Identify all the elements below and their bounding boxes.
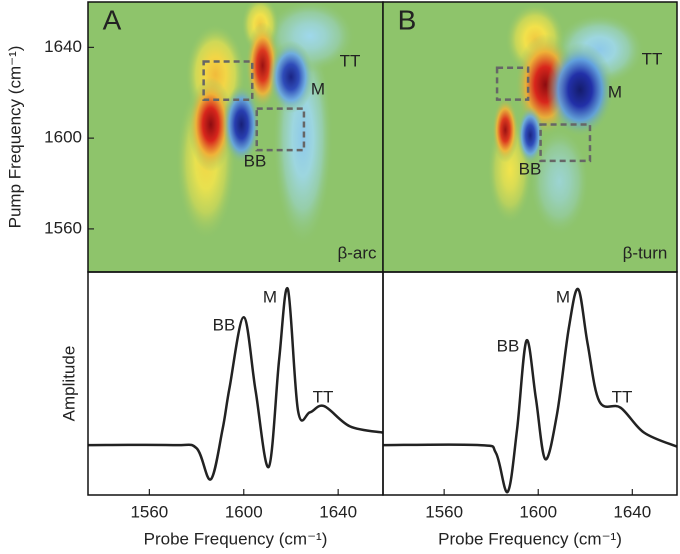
annotation: TT	[642, 49, 663, 68]
x-tick-label: 1640	[319, 502, 357, 521]
dashed-box	[255, 107, 306, 152]
x-tick-label: 1600	[519, 502, 557, 521]
annotation: TT	[340, 51, 361, 70]
peak	[529, 126, 590, 236]
annotation: TT	[612, 387, 633, 406]
annotation: BB	[519, 159, 542, 178]
peak	[517, 106, 544, 165]
peak	[268, 40, 314, 114]
y-tick-label: 1640	[44, 37, 82, 56]
x-tick-label: 1560	[425, 502, 463, 521]
peak	[492, 97, 519, 163]
panel-frame	[382, 271, 678, 496]
annotation: BB	[497, 336, 520, 355]
peak	[546, 42, 614, 137]
y-axis-label: Pump Frequency (cm⁻¹)	[5, 46, 24, 229]
dashed-box	[539, 123, 592, 163]
panel-label: A	[103, 4, 122, 35]
y-tick-label: 1600	[44, 128, 82, 147]
panel-label: B	[398, 4, 417, 35]
x-tick-label: 1600	[225, 502, 263, 521]
annotation: β-turn	[623, 243, 668, 262]
x-tick-label: 1640	[613, 502, 651, 521]
x-axis-label: Probe Frequency (cm⁻¹)	[438, 529, 622, 548]
dashed-box	[202, 60, 254, 102]
spectrum-line	[88, 286, 383, 481]
y-tick-label: 1560	[44, 218, 82, 237]
annotation: TT	[313, 387, 334, 406]
annotation: M	[608, 82, 622, 101]
heatmap	[88, 2, 383, 272]
annotation: M	[263, 287, 277, 306]
panel-frame	[87, 271, 384, 496]
dashed-box	[495, 66, 530, 101]
peak	[188, 77, 234, 172]
x-axis-label: Probe Frequency (cm⁻¹)	[144, 529, 328, 548]
annotation: BB	[244, 151, 267, 170]
annotation: M	[311, 79, 325, 98]
spectrum-line	[383, 287, 677, 494]
x-tick-label: 1560	[130, 502, 168, 521]
heatmap	[383, 2, 677, 272]
peak	[222, 84, 261, 165]
annotation: β-arc	[337, 243, 377, 262]
annotation: M	[556, 287, 570, 306]
annotation: BB	[213, 315, 236, 334]
y-axis-label: Amplitude	[59, 346, 78, 422]
